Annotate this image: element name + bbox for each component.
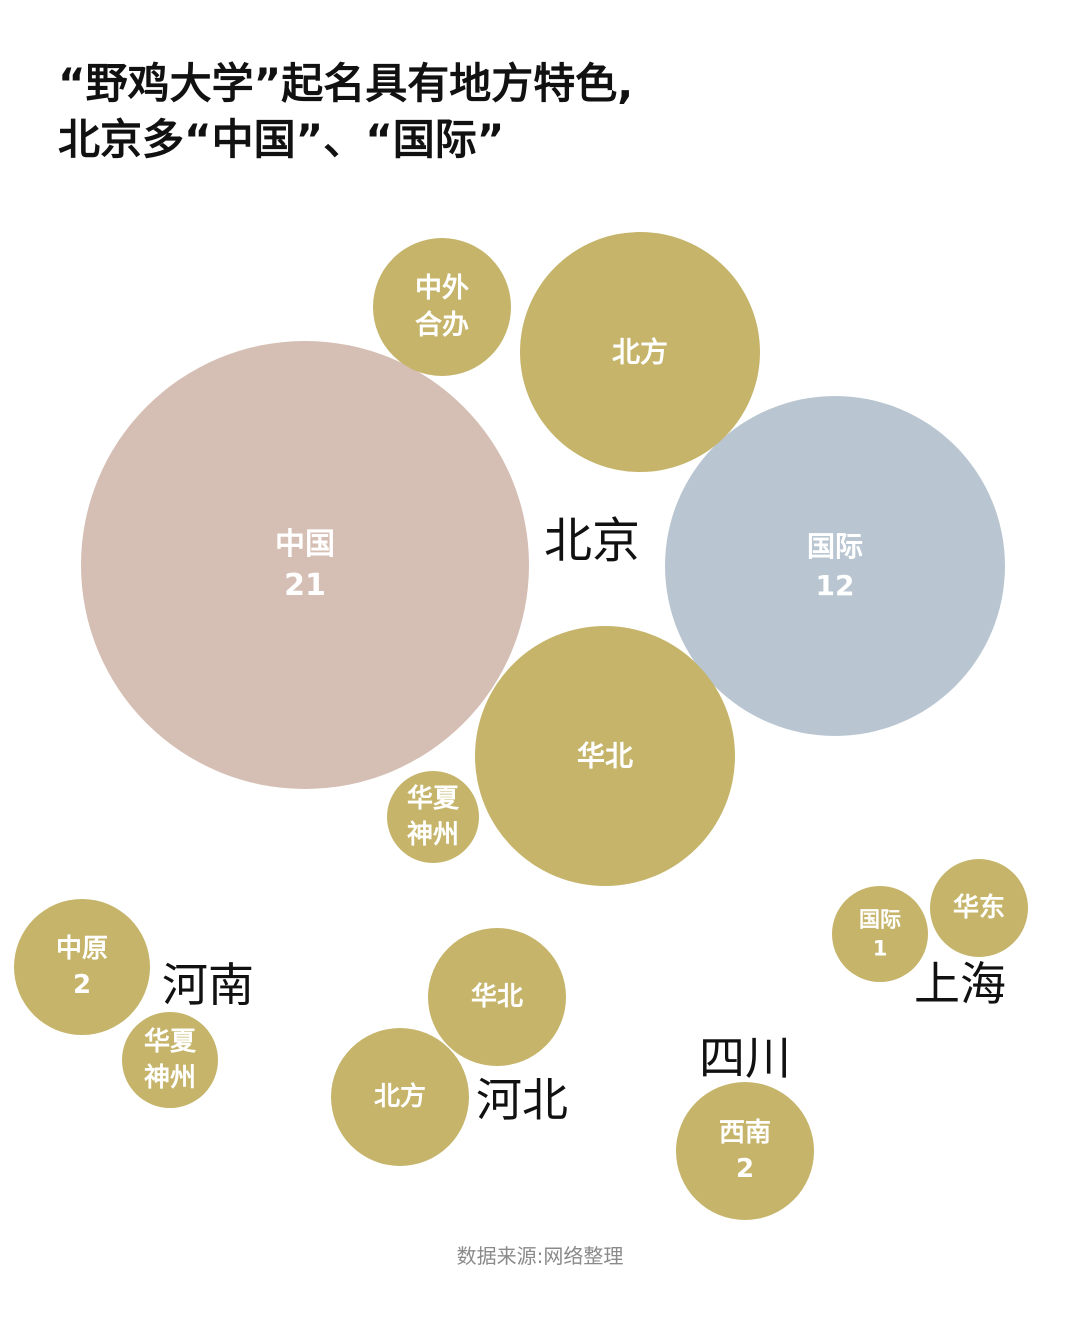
- bubble-circle: [475, 626, 735, 886]
- bubble-name-label: 神州: [144, 1063, 196, 1093]
- chart-title: “野鸡大学”起名具有地方特色, 北京多“中国”、“国际”: [58, 56, 633, 168]
- bubble: 中国 21: [81, 341, 529, 789]
- bubble-circle: [930, 859, 1028, 957]
- bubble-circle: [832, 886, 928, 982]
- region-group-3: 西南 2 四川: [676, 1031, 814, 1220]
- bubble-name-label: 西南: [719, 1118, 771, 1148]
- bubble-name-label: 合办: [415, 309, 469, 341]
- bubble: 国际 12: [665, 396, 1005, 736]
- bubble: 华东: [930, 859, 1028, 957]
- bubble-value-label: 1: [873, 936, 888, 960]
- bubble: 华北: [475, 626, 735, 886]
- bubble-circle: [387, 771, 479, 863]
- bubble-circle: [520, 232, 760, 472]
- bubble-value-label: 12: [816, 569, 855, 602]
- bubble-name-label: 北方: [374, 1081, 426, 1112]
- bubble-name-label: 华夏: [144, 1026, 197, 1057]
- bubble: 西南 2: [676, 1082, 814, 1220]
- bubble-name-label: 中外: [415, 273, 469, 304]
- bubble-name-label: 华夏: [407, 783, 460, 814]
- bubble: 华北: [428, 928, 566, 1066]
- title-line-1: “野鸡大学”起名具有地方特色,: [58, 59, 634, 108]
- region-label: 河南: [162, 958, 254, 1012]
- bubble-name-label: 神州: [407, 820, 459, 850]
- region-label: 北京: [544, 513, 640, 569]
- bubble-circle: [81, 341, 529, 789]
- bubble-name-label: 华东: [953, 892, 1005, 923]
- bubble: 中原 2: [14, 899, 150, 1035]
- bubble-name-label: 中原: [56, 934, 108, 964]
- bubble-value-label: 2: [73, 970, 91, 1000]
- bubble-name-label: 中国: [275, 527, 335, 562]
- region-label: 上海: [914, 957, 1006, 1011]
- bubble-value-label: 21: [284, 568, 326, 603]
- title-line-2: 北京多“中国”、“国际”: [58, 115, 505, 164]
- bubble-circle: [373, 238, 511, 376]
- bubble-name-label: 华北: [471, 981, 523, 1012]
- bubble-circle: [331, 1028, 469, 1166]
- bubble-circle: [122, 1012, 218, 1108]
- region-label: 四川: [699, 1031, 791, 1085]
- bubble-name-label: 国际: [807, 530, 863, 563]
- region-label: 河北: [476, 1073, 568, 1127]
- bubble: 国际 1: [832, 886, 928, 982]
- bubble-circle: [14, 899, 150, 1035]
- bubble-value-label: 2: [736, 1154, 754, 1184]
- bubble-circle: [428, 928, 566, 1066]
- bubble-circle: [676, 1082, 814, 1220]
- bubble: 北方: [520, 232, 760, 472]
- bubble-circle: [665, 396, 1005, 736]
- data-source: 数据来源:网络整理: [456, 1244, 624, 1268]
- bubble-name-label: 国际: [859, 908, 901, 932]
- bubble: 北方: [331, 1028, 469, 1166]
- bubble-name-label: 华北: [577, 740, 633, 773]
- bubble-name-label: 北方: [612, 336, 668, 369]
